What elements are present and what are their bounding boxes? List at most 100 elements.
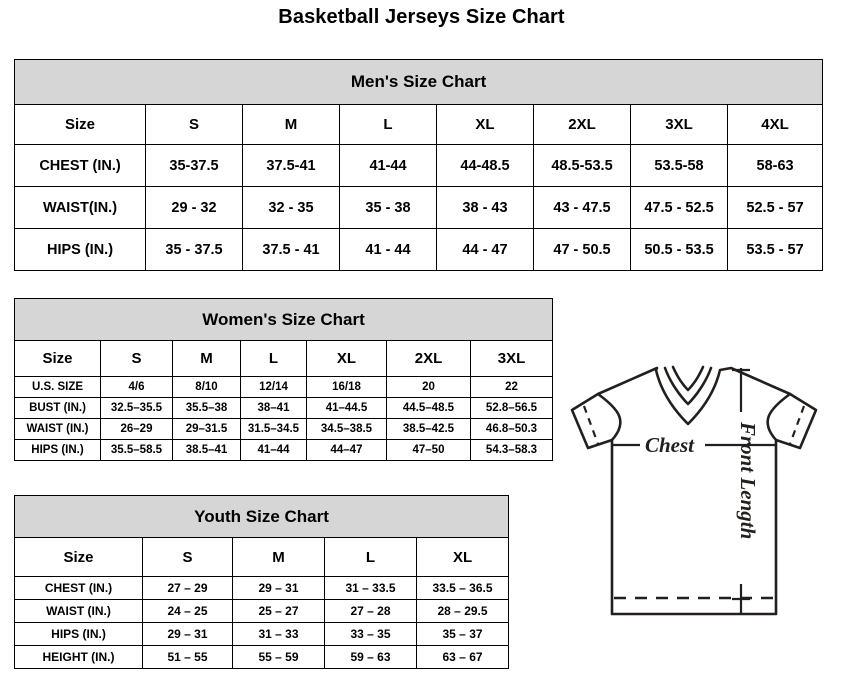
mens-waist-m: 32 - 35 xyxy=(242,186,340,229)
mens-col-header-l: L xyxy=(339,104,437,145)
youth-waist-s: 24 – 25 xyxy=(142,599,233,623)
womens-col-header-l: L xyxy=(240,340,307,377)
mens-size-chart-table: Men's Size Chart Size S M L XL 2XL 3XL 4… xyxy=(13,59,824,271)
youth-hips-m: 31 – 33 xyxy=(232,622,325,646)
mens-waist-3xl: 47.5 - 52.5 xyxy=(630,186,728,229)
womens-col-header-2xl: 2XL xyxy=(386,340,471,377)
mens-header-row: Size S M L XL 2XL 3XL 4XL xyxy=(14,104,824,145)
womens-us-size-l: 12/14 xyxy=(240,376,307,398)
womens-row-label-us-size: U.S. SIZE xyxy=(14,376,101,398)
womens-bust-m: 35.5–38 xyxy=(172,397,241,419)
mens-hips-xl: 44 - 47 xyxy=(436,228,534,271)
table-row: WAIST (IN.) 24 – 25 25 – 27 27 – 28 28 –… xyxy=(14,599,510,623)
youth-col-header-l: L xyxy=(324,537,417,577)
youth-height-s: 51 – 55 xyxy=(142,645,233,669)
womens-waist-m: 29–31.5 xyxy=(172,418,241,440)
womens-col-header-m: M xyxy=(172,340,241,377)
mens-row-label-waist: WAIST(IN.) xyxy=(14,186,146,229)
jersey-measurement-diagram: Chest Front Length xyxy=(528,352,840,642)
mens-chest-4xl: 58-63 xyxy=(726,144,824,187)
womens-us-size-2xl: 20 xyxy=(386,376,471,398)
youth-hips-l: 33 – 35 xyxy=(324,622,417,646)
womens-us-size-xl: 16/18 xyxy=(306,376,387,398)
youth-height-xl: 63 – 67 xyxy=(415,645,510,669)
mens-col-header-2xl: 2XL xyxy=(533,104,631,145)
womens-bust-xl: 41–44.5 xyxy=(306,397,387,419)
womens-waist-l: 31.5–34.5 xyxy=(240,418,307,440)
womens-hips-l: 41–44 xyxy=(240,439,307,461)
mens-chest-s: 35-37.5 xyxy=(145,144,243,187)
table-row: CHEST (IN.) 35-37.5 37.5-41 41-44 44-48.… xyxy=(14,144,824,187)
mens-col-header-size: Size xyxy=(14,104,146,145)
womens-us-size-s: 4/6 xyxy=(100,376,173,398)
table-row: HIPS (IN.) 35.5–58.5 38.5–41 41–44 44–47… xyxy=(14,439,554,461)
front-length-measure-line xyxy=(732,368,750,614)
table-row: U.S. SIZE 4/6 8/10 12/14 16/18 20 22 xyxy=(14,376,554,398)
mens-col-header-4xl: 4XL xyxy=(726,104,824,145)
youth-height-l: 59 – 63 xyxy=(324,645,417,669)
mens-waist-2xl: 43 - 47.5 xyxy=(533,186,631,229)
youth-waist-l: 27 – 28 xyxy=(324,599,417,623)
jersey-outline-icon xyxy=(570,365,818,616)
sleeve-hem-dashed-lines xyxy=(582,405,806,445)
youth-col-header-xl: XL xyxy=(415,537,510,577)
table-row: HIPS (IN.) 29 – 31 31 – 33 33 – 35 35 – … xyxy=(14,622,510,646)
womens-bust-l: 38–41 xyxy=(240,397,307,419)
mens-chest-2xl: 48.5-53.5 xyxy=(533,144,631,187)
youth-row-label-waist: WAIST (IN.) xyxy=(14,599,143,623)
table-row: WAIST (IN.) 26–29 29–31.5 31.5–34.5 34.5… xyxy=(14,418,554,440)
womens-waist-xl: 34.5–38.5 xyxy=(306,418,387,440)
mens-hips-s: 35 - 37.5 xyxy=(145,228,243,271)
mens-hips-l: 41 - 44 xyxy=(339,228,437,271)
mens-row-label-hips: HIPS (IN.) xyxy=(14,228,146,271)
womens-table-caption: Women's Size Chart xyxy=(13,298,554,341)
mens-col-header-s: S xyxy=(145,104,243,145)
womens-waist-s: 26–29 xyxy=(100,418,173,440)
youth-col-header-m: M xyxy=(232,537,325,577)
womens-col-header-size: Size xyxy=(14,340,101,377)
mens-table-caption: Men's Size Chart xyxy=(13,59,824,105)
mens-waist-s: 29 - 32 xyxy=(145,186,243,229)
youth-col-header-size: Size xyxy=(14,537,143,577)
youth-row-label-chest: CHEST (IN.) xyxy=(14,576,143,600)
womens-us-size-m: 8/10 xyxy=(172,376,241,398)
womens-hips-s: 35.5–58.5 xyxy=(100,439,173,461)
page-title: Basketball Jerseys Size Chart xyxy=(278,6,565,28)
table-row: CHEST (IN.) 27 – 29 29 – 31 31 – 33.5 33… xyxy=(14,576,510,600)
mens-chest-xl: 44-48.5 xyxy=(436,144,534,187)
womens-row-label-waist: WAIST (IN.) xyxy=(14,418,101,440)
youth-hips-s: 29 – 31 xyxy=(142,622,233,646)
mens-hips-4xl: 53.5 - 57 xyxy=(726,228,824,271)
mens-hips-3xl: 50.5 - 53.5 xyxy=(630,228,728,271)
womens-header-row: Size S M L XL 2XL 3XL xyxy=(14,340,554,377)
youth-row-label-height: HEIGHT (IN.) xyxy=(14,645,143,669)
womens-hips-m: 38.5–41 xyxy=(172,439,241,461)
youth-chest-m: 29 – 31 xyxy=(232,576,325,600)
youth-waist-xl: 28 – 29.5 xyxy=(415,599,510,623)
mens-col-header-xl: XL xyxy=(436,104,534,145)
mens-chest-3xl: 53.5-58 xyxy=(630,144,728,187)
table-row: BUST (IN.) 32.5–35.5 35.5–38 38–41 41–44… xyxy=(14,397,554,419)
mens-chest-m: 37.5-41 xyxy=(242,144,340,187)
womens-col-header-3xl: 3XL xyxy=(469,340,554,377)
womens-size-chart-table: Women's Size Chart Size S M L XL 2XL 3XL… xyxy=(13,298,554,461)
womens-hips-3xl: 54.3–58.3 xyxy=(469,439,554,461)
mens-chest-l: 41-44 xyxy=(339,144,437,187)
mens-col-header-3xl: 3XL xyxy=(630,104,728,145)
mens-hips-2xl: 47 - 50.5 xyxy=(533,228,631,271)
youth-caption-row: Youth Size Chart xyxy=(13,495,510,538)
youth-col-header-s: S xyxy=(142,537,233,577)
womens-bust-s: 32.5–35.5 xyxy=(100,397,173,419)
youth-hips-xl: 35 – 37 xyxy=(415,622,510,646)
chest-measure-label: Chest xyxy=(645,433,695,457)
mens-waist-4xl: 52.5 - 57 xyxy=(726,186,824,229)
youth-height-m: 55 – 59 xyxy=(232,645,325,669)
youth-table-caption: Youth Size Chart xyxy=(13,495,510,538)
youth-header-row: Size S M L XL xyxy=(14,537,510,577)
womens-bust-2xl: 44.5–48.5 xyxy=(386,397,471,419)
mens-col-header-m: M xyxy=(242,104,340,145)
youth-chest-l: 31 – 33.5 xyxy=(324,576,417,600)
table-row: HEIGHT (IN.) 51 – 55 55 – 59 59 – 63 63 … xyxy=(14,645,510,669)
womens-caption-row: Women's Size Chart xyxy=(13,298,554,341)
womens-hips-xl: 44–47 xyxy=(306,439,387,461)
